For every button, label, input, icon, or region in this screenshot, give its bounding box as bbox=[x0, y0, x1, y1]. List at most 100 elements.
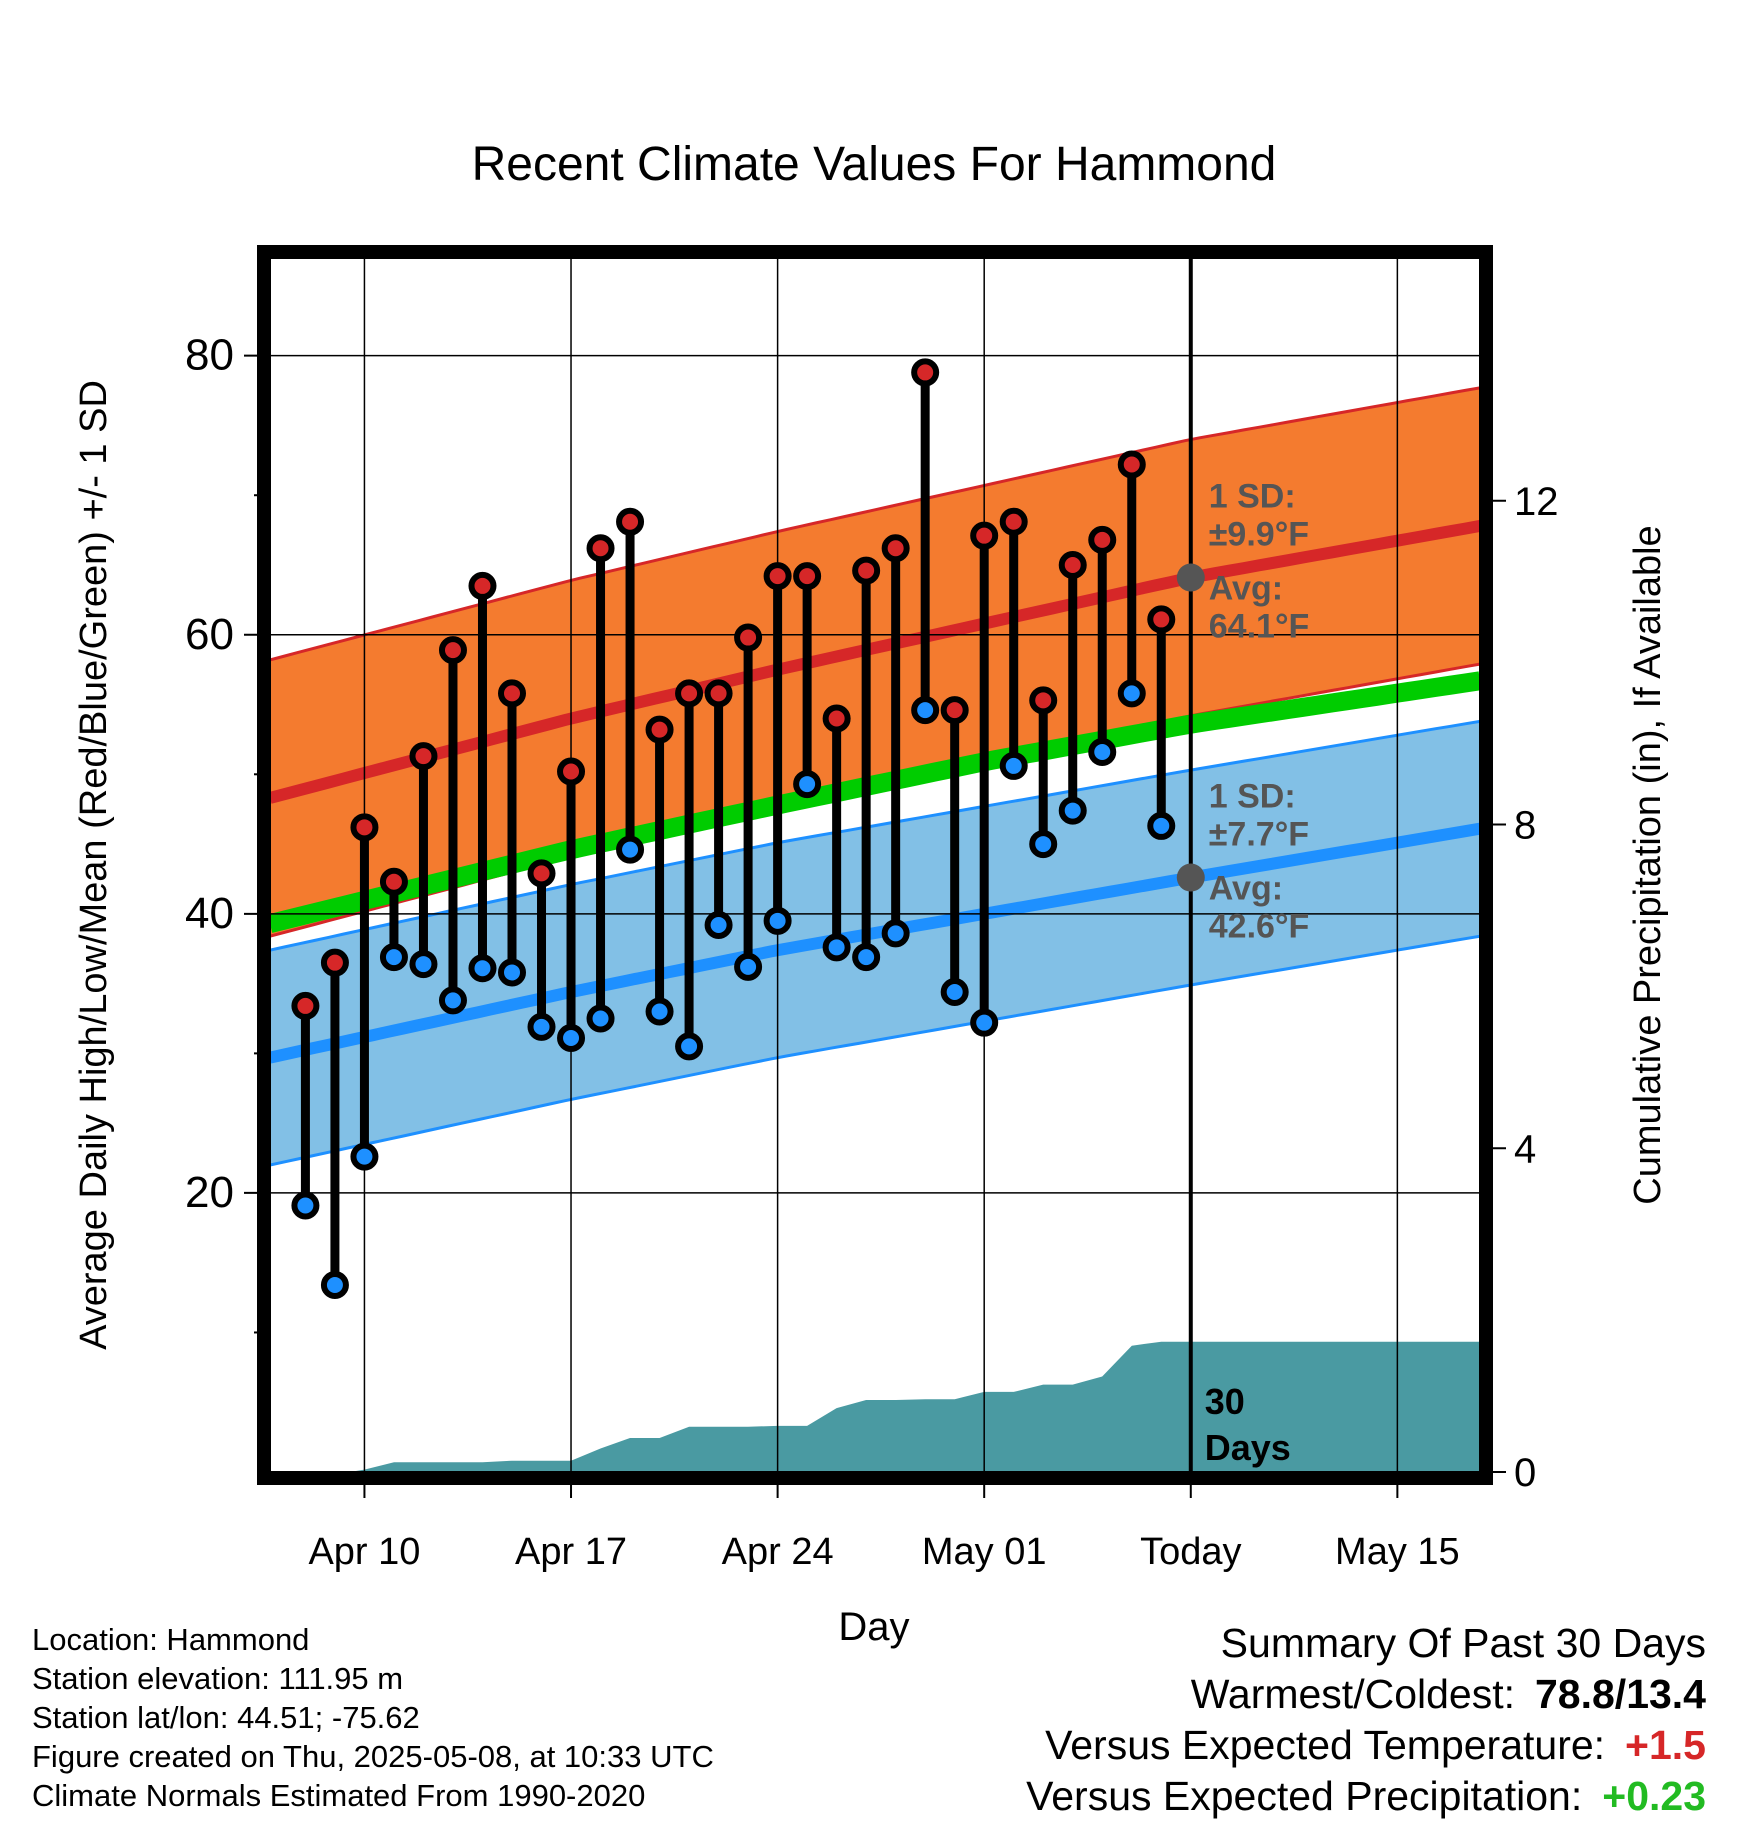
location-text: Location: Hammond bbox=[32, 1622, 310, 1657]
daily-low-point bbox=[1147, 811, 1176, 840]
daily-low-point bbox=[1088, 737, 1117, 766]
x-tick-label: May 15 bbox=[1335, 1531, 1460, 1573]
daily-low-point bbox=[379, 943, 408, 972]
daily-low-point bbox=[763, 906, 792, 935]
y-tick-label: 20 bbox=[185, 1168, 234, 1217]
daily-low-point bbox=[940, 977, 969, 1006]
daily-high-point bbox=[498, 679, 526, 708]
y2-axis-title: Cumulative Precipitation (in), If Availa… bbox=[1627, 525, 1669, 1204]
daily-low-point bbox=[1117, 679, 1146, 708]
low-lower-line bbox=[270, 934, 1480, 1167]
y2-tick-label: 8 bbox=[1514, 804, 1536, 848]
x-axis-title: Day bbox=[838, 1605, 909, 1649]
period-number: 30 bbox=[1205, 1381, 1245, 1422]
low-sd-label: 1 SD: bbox=[1209, 778, 1296, 816]
daily-low-point bbox=[468, 954, 497, 983]
daily-high-point bbox=[1058, 550, 1087, 579]
daily-high-point bbox=[616, 507, 645, 536]
daily-high-point bbox=[557, 757, 586, 786]
summary-temp-row: Versus Expected Temperature: +1.5 bbox=[1026, 1720, 1706, 1771]
daily-low-point bbox=[527, 1012, 556, 1041]
warm-cold-label: Warmest/Coldest: bbox=[1190, 1671, 1515, 1717]
daily-low-point bbox=[1058, 796, 1087, 825]
daily-low-point bbox=[675, 1032, 704, 1061]
high-sd-label: 1 SD: bbox=[1209, 478, 1296, 516]
summary-title: Summary Of Past 30 Days bbox=[1220, 1620, 1706, 1666]
mean-normal-line bbox=[270, 671, 1480, 933]
elevation-text: Station elevation: 111.95 m bbox=[32, 1661, 404, 1696]
daily-low-point bbox=[734, 952, 763, 981]
temp-label: Versus Expected Temperature: bbox=[1045, 1722, 1606, 1768]
x-tick-label: Apr 17 bbox=[515, 1531, 627, 1573]
daily-low-point bbox=[881, 919, 910, 948]
daily-high-point bbox=[881, 534, 910, 563]
daily-low-point bbox=[498, 958, 526, 987]
y2-tick-label: 4 bbox=[1514, 1127, 1536, 1171]
daily-low-point bbox=[320, 1271, 349, 1300]
station-info: Location: Hammond Station elevation: 111… bbox=[32, 1620, 714, 1815]
daily-high-point bbox=[763, 562, 792, 591]
daily-high-point bbox=[379, 867, 408, 896]
daily-low-point bbox=[970, 1008, 999, 1037]
daily-low-point bbox=[1029, 830, 1058, 859]
daily-high-point bbox=[1117, 450, 1146, 479]
daily-low-point bbox=[291, 1191, 320, 1220]
daily-high-point bbox=[704, 679, 733, 708]
chart-title: Recent Climate Values For Hammond bbox=[472, 138, 1277, 191]
daily-low-point bbox=[822, 933, 851, 962]
low-avg-label: Avg: bbox=[1209, 870, 1283, 908]
daily-high-point bbox=[586, 534, 615, 563]
precip-label: Versus Expected Precipitation: bbox=[1026, 1773, 1583, 1819]
high-avg-label: Avg: bbox=[1209, 570, 1283, 608]
today-low-avg-point bbox=[1176, 863, 1205, 892]
daily-high-point bbox=[852, 556, 881, 585]
high-avg-value: 64.1°F bbox=[1209, 608, 1310, 646]
daily-high-point bbox=[468, 571, 497, 600]
created-text: Figure created on Thu, 2025-05-08, at 10… bbox=[32, 1739, 714, 1774]
summary-warm-cold-row: Warmest/Coldest: 78.8/13.4 bbox=[1026, 1669, 1706, 1720]
y-axis-title: Average Daily High/Low/Mean (Red/Blue/Gr… bbox=[73, 380, 115, 1350]
daily-low-point bbox=[999, 751, 1028, 780]
period-unit: Days bbox=[1205, 1427, 1291, 1468]
daily-high-point bbox=[734, 623, 763, 652]
low-sd-value: ±7.7°F bbox=[1209, 816, 1309, 854]
daily-low-point bbox=[793, 770, 822, 799]
daily-high-point bbox=[911, 358, 940, 387]
daily-low-point bbox=[438, 986, 467, 1015]
daily-low-point bbox=[409, 950, 438, 979]
daily-low-point bbox=[350, 1142, 379, 1171]
low-normal-line bbox=[270, 822, 1480, 1064]
high-upper-line bbox=[270, 386, 1480, 662]
normals-text: Climate Normals Estimated From 1990-2020 bbox=[32, 1778, 646, 1813]
today-high-avg-point bbox=[1176, 563, 1205, 592]
daily-low-point bbox=[586, 1004, 615, 1033]
daily-high-point bbox=[822, 704, 851, 733]
x-tick-label: May 01 bbox=[922, 1531, 1047, 1573]
summary-panel: Summary Of Past 30 Days Warmest/Coldest:… bbox=[1026, 1618, 1706, 1822]
summary-precip-row: Versus Expected Precipitation: +0.23 bbox=[1026, 1771, 1706, 1822]
low-sd-band bbox=[270, 721, 1480, 1165]
daily-low-point bbox=[852, 943, 881, 972]
high-sd-value: ±9.9°F bbox=[1209, 516, 1309, 554]
daily-high-point bbox=[438, 636, 467, 665]
precip-value: +0.23 bbox=[1602, 1773, 1706, 1819]
daily-high-point bbox=[675, 679, 704, 708]
daily-high-point bbox=[409, 742, 438, 771]
high-normal-line bbox=[270, 519, 1480, 804]
daily-low-point bbox=[557, 1024, 586, 1053]
daily-low-point bbox=[616, 835, 645, 864]
y2-tick-label: 12 bbox=[1514, 480, 1559, 524]
daily-high-point bbox=[350, 813, 379, 842]
daily-high-point bbox=[793, 562, 822, 591]
low-avg-value: 42.6°F bbox=[1209, 908, 1310, 946]
x-tick-label: Today bbox=[1140, 1531, 1241, 1573]
daily-high-point bbox=[940, 696, 969, 725]
daily-low-point bbox=[704, 911, 733, 940]
daily-high-point bbox=[645, 715, 674, 744]
daily-high-point bbox=[1088, 525, 1117, 554]
daily-high-point bbox=[999, 507, 1028, 536]
y-tick-label: 60 bbox=[185, 610, 234, 659]
low-upper-line bbox=[270, 719, 1480, 952]
daily-high-point bbox=[291, 991, 320, 1020]
